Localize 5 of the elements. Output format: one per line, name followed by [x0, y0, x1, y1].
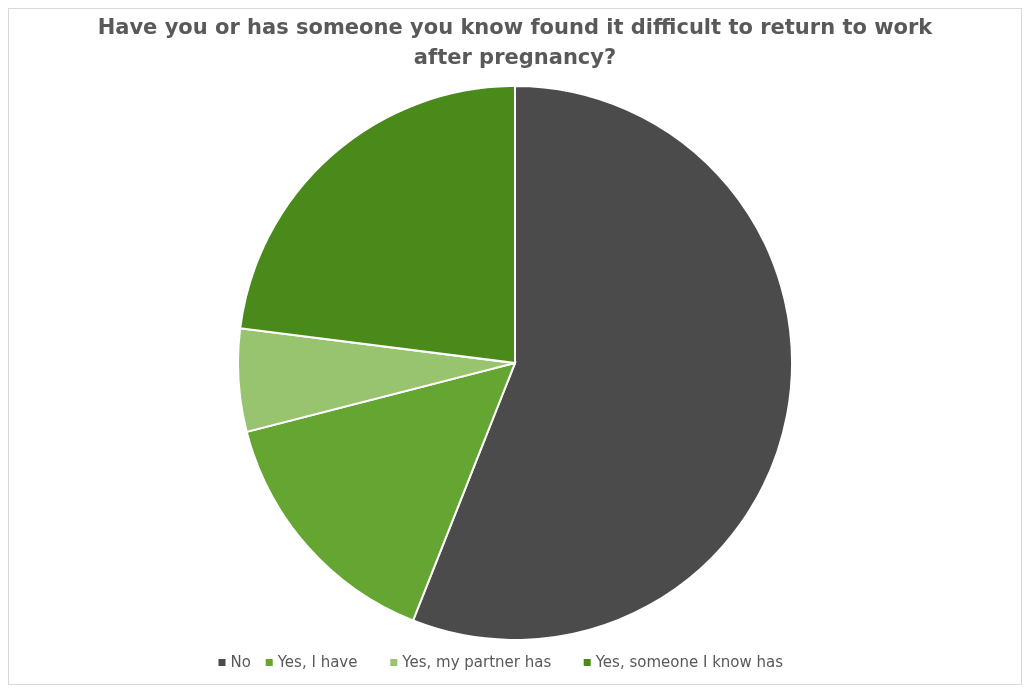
- legend-label: Yes, my partner has: [401, 653, 552, 671]
- chart-title: Have you or has someone you know found it difficult to return to work after pregnancy?: [97, 15, 934, 69]
- legend-label: Yes, someone I know has: [594, 653, 784, 671]
- legend-label: No: [230, 653, 251, 671]
- legend-label: Yes, I have: [276, 653, 358, 671]
